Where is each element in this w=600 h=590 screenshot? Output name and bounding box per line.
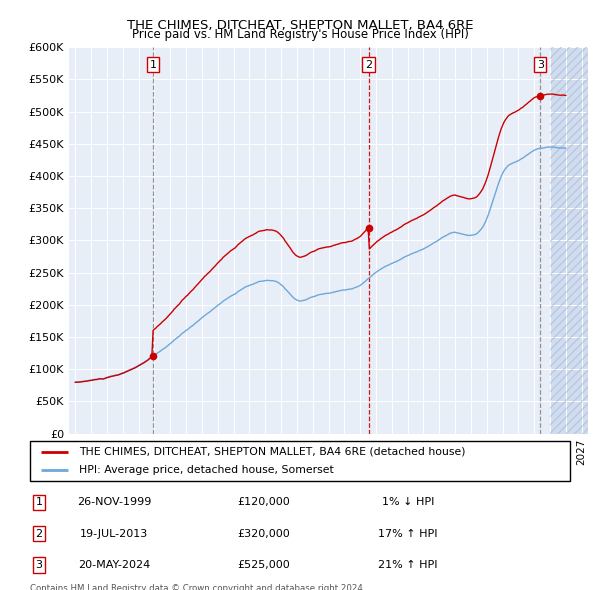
- Text: 2: 2: [365, 60, 372, 70]
- Text: 1: 1: [149, 60, 157, 70]
- Text: THE CHIMES, DITCHEAT, SHEPTON MALLET, BA4 6RE (detached house): THE CHIMES, DITCHEAT, SHEPTON MALLET, BA…: [79, 447, 465, 457]
- Text: 2: 2: [35, 529, 43, 539]
- Text: THE CHIMES, DITCHEAT, SHEPTON MALLET, BA4 6RE: THE CHIMES, DITCHEAT, SHEPTON MALLET, BA…: [127, 19, 473, 32]
- Text: 3: 3: [35, 560, 43, 570]
- Text: 1% ↓ HPI: 1% ↓ HPI: [382, 497, 434, 507]
- Text: 26-NOV-1999: 26-NOV-1999: [77, 497, 151, 507]
- Text: 20-MAY-2024: 20-MAY-2024: [78, 560, 150, 570]
- Text: £525,000: £525,000: [238, 560, 290, 570]
- Text: 21% ↑ HPI: 21% ↑ HPI: [378, 560, 438, 570]
- Text: £120,000: £120,000: [238, 497, 290, 507]
- Text: 3: 3: [537, 60, 544, 70]
- Text: £320,000: £320,000: [238, 529, 290, 539]
- Bar: [550, 47, 588, 434]
- Text: Price paid vs. HM Land Registry's House Price Index (HPI): Price paid vs. HM Land Registry's House …: [131, 28, 469, 41]
- Text: HPI: Average price, detached house, Somerset: HPI: Average price, detached house, Some…: [79, 465, 334, 475]
- Text: Contains HM Land Registry data © Crown copyright and database right 2024.: Contains HM Land Registry data © Crown c…: [30, 584, 365, 590]
- Text: 19-JUL-2013: 19-JUL-2013: [80, 529, 148, 539]
- Text: 1: 1: [35, 497, 43, 507]
- Bar: [550, 47, 588, 434]
- Text: 17% ↑ HPI: 17% ↑ HPI: [378, 529, 438, 539]
